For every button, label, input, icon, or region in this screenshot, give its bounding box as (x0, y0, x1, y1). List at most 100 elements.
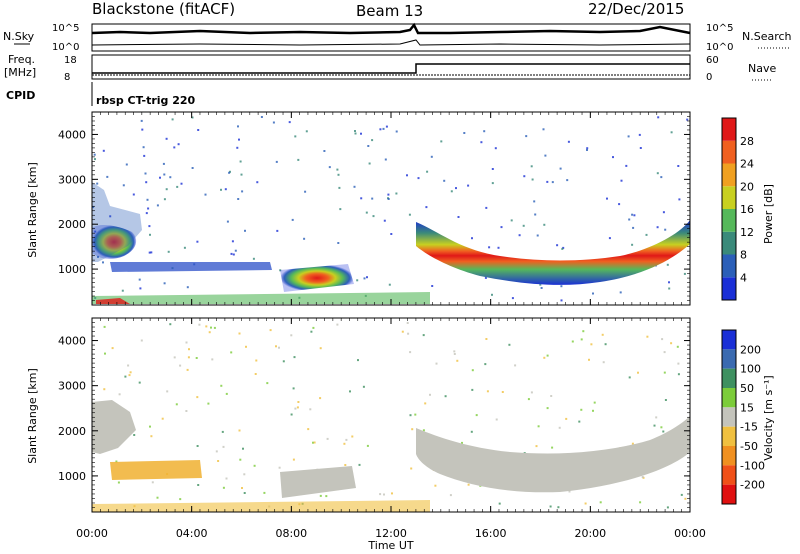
speckle (185, 410, 188, 412)
nsky-strip-frame (91, 23, 691, 52)
colorbar-tick-label: -200 (740, 479, 765, 492)
speckle (129, 371, 132, 374)
speckle (501, 391, 504, 393)
speckle (546, 354, 549, 357)
speckle (531, 178, 534, 181)
speckle (176, 185, 179, 188)
freq-tick-top: 18 (64, 55, 77, 66)
speckle (470, 430, 473, 433)
y-tick-label: 1000 (58, 470, 86, 483)
speckle (323, 150, 326, 152)
speckle (338, 186, 341, 189)
speckle (142, 146, 145, 149)
speckle (485, 206, 488, 209)
speckle (102, 149, 105, 152)
speckle (606, 197, 608, 200)
speckle (188, 348, 190, 351)
speckle (655, 416, 658, 419)
speckle (102, 261, 104, 264)
speckle (559, 167, 562, 170)
speckle (558, 426, 561, 429)
nave-label: Nave (748, 62, 776, 75)
colorbar-frame (721, 329, 737, 505)
speckle (363, 277, 366, 280)
colorbar-tick-label: 4 (740, 271, 747, 284)
speckle (191, 116, 194, 119)
speckle (294, 135, 297, 138)
speckle (599, 501, 602, 504)
colorbar-segment (722, 484, 736, 504)
speckle (551, 446, 554, 449)
speckle (275, 160, 278, 163)
colorbar-segment (722, 407, 736, 427)
freq-tick-bottom: 8 (64, 72, 70, 83)
speckle (366, 276, 368, 279)
speckle (196, 445, 199, 447)
speckle (117, 481, 120, 484)
speckle (239, 160, 242, 163)
speckle (225, 392, 228, 395)
speckle (604, 343, 607, 346)
speckle (656, 226, 659, 229)
speckle (495, 418, 498, 421)
speckle (138, 278, 141, 281)
speckle (491, 182, 494, 185)
speckle (297, 158, 300, 161)
speckle (535, 445, 538, 448)
y-tick-label: 4000 (58, 128, 86, 141)
speckle (612, 156, 614, 159)
speckle (240, 173, 243, 176)
speckle (602, 361, 605, 364)
y-tick-label: 2000 (58, 425, 86, 438)
colorbar-segment (722, 118, 736, 141)
speckle (319, 397, 322, 400)
speckle (488, 246, 491, 249)
speckle (263, 491, 266, 494)
speckle (453, 350, 456, 353)
speckle (163, 173, 166, 176)
speckle (351, 435, 354, 438)
speckle (156, 496, 159, 499)
x-axis: 00:00 04:00 08:00 12:00 16:00 20:00 00:00 (76, 112, 706, 540)
speckle (511, 297, 514, 300)
x-axis-label: Time UT (367, 539, 413, 552)
speckle (205, 325, 208, 328)
speckle (578, 420, 581, 423)
speckle (290, 413, 293, 416)
speckle (213, 326, 216, 329)
speckle (111, 347, 114, 350)
speckle (522, 224, 525, 227)
speckle (177, 143, 180, 146)
freq-strip-frame (91, 54, 691, 80)
speckle (677, 362, 680, 365)
speckle (230, 252, 233, 255)
speckle (238, 332, 241, 335)
speckle (310, 330, 313, 333)
freq-label: Freq. (8, 53, 35, 66)
speckle (592, 292, 594, 295)
speckle (546, 407, 549, 410)
speckle (282, 360, 285, 363)
speckle (207, 402, 210, 405)
speckle (288, 121, 291, 124)
colorbar-segment (722, 446, 736, 466)
speckle (431, 285, 434, 287)
speckle (670, 342, 673, 345)
speckle (122, 184, 125, 187)
power-ground-band-red (96, 298, 130, 304)
speckle (484, 276, 487, 279)
speckle (241, 190, 244, 193)
speckle (523, 175, 526, 178)
speckle (245, 345, 247, 348)
speckle (238, 138, 240, 141)
speckle (662, 430, 665, 433)
speckle (500, 226, 503, 229)
speckle (444, 395, 447, 398)
speckle (686, 118, 689, 121)
speckle (226, 220, 229, 223)
speckle (307, 428, 310, 431)
speckle (557, 506, 560, 509)
speckle (666, 263, 669, 266)
speckle (159, 176, 161, 179)
speckle (179, 364, 182, 367)
